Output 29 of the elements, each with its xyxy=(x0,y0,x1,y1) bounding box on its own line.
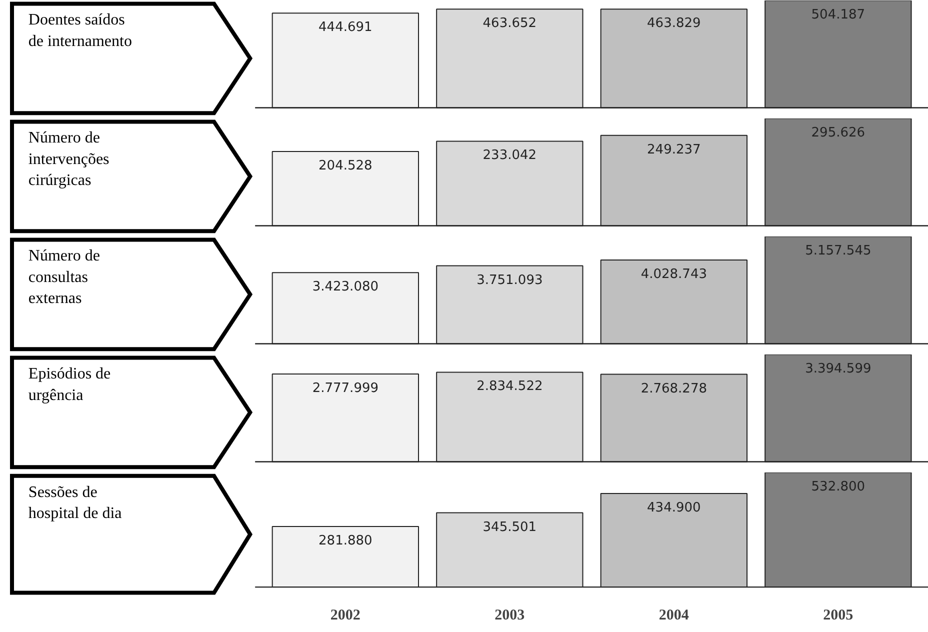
text: Número de consultas externas xyxy=(28,248,100,308)
data-label: 4.028.743 xyxy=(640,266,708,282)
text: Episódios de urgência xyxy=(28,366,111,404)
text: Sessões de hospital de dia xyxy=(28,484,122,522)
data-label: 504.187 xyxy=(811,8,866,22)
x-tick-label: 2005 xyxy=(823,608,854,624)
data-label: 204.528 xyxy=(318,158,372,174)
data-label: 281.880 xyxy=(318,533,372,548)
data-label: 3.394.599 xyxy=(805,362,872,376)
data-label: 233.042 xyxy=(482,148,537,164)
data-label: 295.626 xyxy=(811,126,866,140)
data-label: 2.777.999 xyxy=(312,380,379,396)
data-label: 2.768.278 xyxy=(640,381,708,396)
data-label: 444.691 xyxy=(318,20,372,36)
data-label: 2.834.522 xyxy=(476,379,543,394)
text: Doentes saídos de internamento xyxy=(28,12,132,50)
text: Número de intervenções cirúrgicas xyxy=(28,130,110,190)
data-label: 463.652 xyxy=(482,16,537,32)
x-tick-label: 2004 xyxy=(658,608,690,624)
data-label: 249.237 xyxy=(647,142,701,158)
data-label: 3.423.080 xyxy=(312,280,379,295)
data-label: 5.157.545 xyxy=(805,244,872,258)
data-label: 345.501 xyxy=(482,520,537,535)
data-label: 463.829 xyxy=(647,16,701,32)
x-tick-label: 2002 xyxy=(330,608,360,624)
x-tick-label: 2003 xyxy=(494,608,525,624)
data-label: 434.900 xyxy=(647,500,701,516)
data-label: 3.751.093 xyxy=(476,272,543,288)
data-label: 532.800 xyxy=(811,480,866,494)
